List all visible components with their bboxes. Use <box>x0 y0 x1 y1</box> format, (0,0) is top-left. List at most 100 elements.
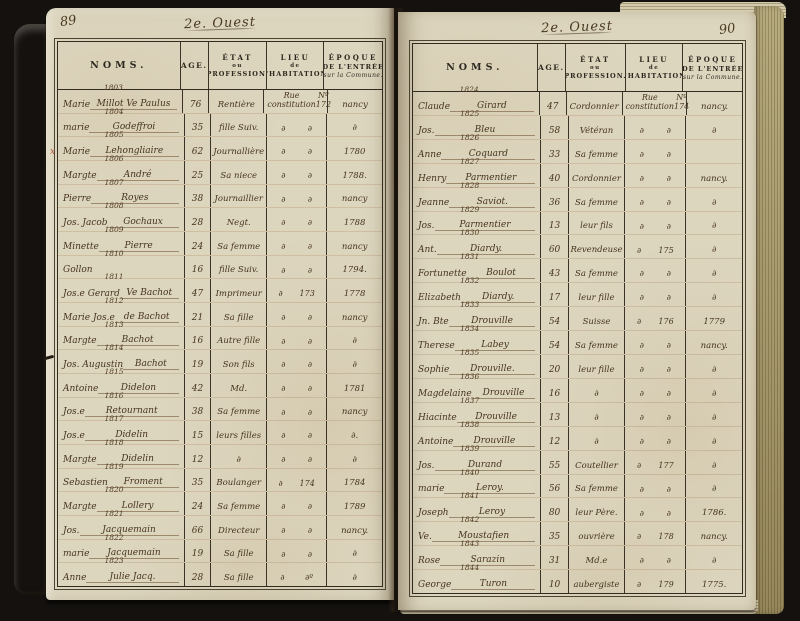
cell-habitation: Rue constitution Nº 174 <box>621 92 689 115</box>
cell-habitation: ∂ ∂ <box>266 303 326 326</box>
table-header-right: NOMS. AGE. ÉTAT ou PROFESSION. LIEU de L… <box>413 44 742 92</box>
cell-profession: Negt. <box>210 208 266 232</box>
register-row: 1828 Jeanne Saviot. 36 Sa femme ∂ ∂ ∂ <box>413 182 742 212</box>
habitation-number: ∂ <box>666 293 671 303</box>
cell-habitation: ∂ ∂ <box>624 426 685 450</box>
register-row: 1834 Therese Labey 54 Sa femme ∂ ∂ nancy… <box>413 325 742 355</box>
page-head-left: 89 2e. Ouest <box>46 10 394 40</box>
habitation-street: ∂ <box>281 265 286 275</box>
first-name: Jn. Bte <box>418 317 449 328</box>
cell-age: 35 <box>183 468 211 492</box>
first-name: Margte <box>63 170 97 181</box>
cell-habitation: ∂ ∂ <box>266 113 326 137</box>
cell-age: 28 <box>183 563 211 587</box>
cell-habitation: ∂ ∂ <box>624 259 685 283</box>
habitation-street: ∂ <box>639 436 644 446</box>
entry-number: 1817 <box>104 414 124 424</box>
entry-number: 1810 <box>104 248 124 258</box>
cell-habitation: ∂ 174 <box>266 468 326 492</box>
first-name: Elizabeth <box>418 293 461 304</box>
column-header-lieu: LIEU de L'HABITATION. <box>624 44 682 91</box>
cell-noms: 1804 marie Godeffroi <box>58 108 184 137</box>
last-name: Parmentier <box>446 173 536 184</box>
first-name: Margte <box>63 502 97 513</box>
first-name: Jos.e <box>63 407 85 418</box>
cell-noms: 1818 Margte Didelin <box>58 439 184 468</box>
cell-profession: Sa niece <box>210 161 266 184</box>
first-name: Ve. <box>418 532 432 543</box>
cell-habitation: ∂ ∂ <box>266 326 326 350</box>
register-row: 1816 Jos.e Retournant 38 Sa femme ∂ ∂ na… <box>58 392 382 422</box>
first-name: Marie Jos.e <box>63 312 115 323</box>
page-heading-left: 2e. Ouest <box>183 14 257 33</box>
entry-number: 1821 <box>104 509 124 519</box>
cell-noms: 1816 Jos.e Retournant <box>58 392 184 421</box>
entry-number: 1820 <box>104 485 124 495</box>
column-header-epoque: ÉPOQUE DE L'ENTRÉE sur la Commune. <box>682 44 742 91</box>
cell-age: 43 <box>540 259 567 283</box>
habitation-number: Nº 172 <box>315 91 332 109</box>
cell-age: 35 <box>540 522 567 546</box>
cell-epoque: 1778 <box>326 279 382 303</box>
habitation-street: ∂ <box>278 289 283 299</box>
register-row: 1810 Gollon 16 fille Suiv. ∂ ∂ 1794. <box>58 250 382 280</box>
cell-noms: 1842 Ve. Moustafien <box>413 516 540 545</box>
last-name: Saviot. <box>449 197 536 208</box>
habitation-street: ∂ <box>639 293 644 303</box>
entry-number: 1832 <box>460 276 480 286</box>
habitation-street: ∂ <box>639 412 644 422</box>
register-row: 1820 Margte Lollery 24 Sa femme ∂ ∂ 1789 <box>58 486 382 517</box>
habitation-number: ∂ <box>307 454 313 464</box>
entry-number: 1803 <box>103 83 123 92</box>
cell-noms: 1811 Jos.e Gerard Ve Bachot <box>58 273 184 302</box>
last-name: Bleu <box>434 125 536 136</box>
cell-profession: fille Suiv. <box>210 255 266 279</box>
cell-epoque: ∂ <box>685 115 742 139</box>
cell-noms: 1824 Claude Girard <box>413 86 539 115</box>
last-name: Drouville. <box>449 364 536 375</box>
habitation-street: ∂ <box>278 478 283 488</box>
last-name: Bachot <box>123 359 179 371</box>
first-name: Sebastien <box>63 478 108 489</box>
habitation-street: ∂ <box>636 317 642 327</box>
cell-epoque: ∂. <box>326 421 382 445</box>
cell-noms: 1809 Minette Pierre <box>58 226 184 255</box>
last-name: Didelin <box>84 430 179 442</box>
habitation-number: ∂ <box>307 407 313 417</box>
habitation-number: ∂ <box>307 336 313 346</box>
entry-number: 1841 <box>460 491 480 501</box>
cell-habitation: ∂ ∂ <box>266 137 326 161</box>
habitation-street: ∂ <box>639 173 644 183</box>
habitation-number: ∂ <box>666 341 671 351</box>
cell-age: 56 <box>540 474 567 498</box>
entry-number: 1823 <box>104 556 124 566</box>
table-header-left: NOMS. AGE. ÉTAT ou PROFESSION. LIEU de L… <box>58 42 382 90</box>
cell-habitation: ∂ ∂ <box>266 232 326 255</box>
cell-age: 60 <box>540 235 567 259</box>
habitation-number: 178 <box>658 532 674 542</box>
column-header-age: AGE. <box>536 44 566 91</box>
cell-habitation: ∂ ∂ <box>624 331 685 354</box>
cell-age: 24 <box>183 232 211 255</box>
habitation-number: ∂ <box>666 508 671 518</box>
cell-profession: leur fille <box>567 283 625 307</box>
entry-number: 1816 <box>104 390 124 400</box>
cell-noms: 1810 Gollon <box>58 250 184 279</box>
cell-noms: 1839 Jos. Durand <box>413 445 540 474</box>
cell-age: 20 <box>540 354 567 378</box>
last-name: Gochaux <box>107 217 179 229</box>
first-name: Sophie <box>418 364 450 375</box>
cell-noms: 1823 Anne Julie Jacq. <box>58 557 184 586</box>
first-name: Jeanne <box>418 197 450 208</box>
last-name: Retournant <box>84 406 179 418</box>
habitation-street: ∂ <box>639 221 644 231</box>
first-name: Therese <box>418 340 455 351</box>
entry-number: 1812 <box>104 296 124 306</box>
last-name: Millot Ve Paulus <box>90 99 177 110</box>
column-header-epoque: ÉPOQUE DE L'ENTRÉE sur la Commune. <box>323 42 382 89</box>
last-name: Diardy. <box>436 244 536 256</box>
cell-profession: Journallière <box>210 137 266 161</box>
first-name: marie <box>418 484 445 495</box>
cell-epoque: 1786. <box>685 498 742 522</box>
last-name: Froment <box>107 477 179 489</box>
